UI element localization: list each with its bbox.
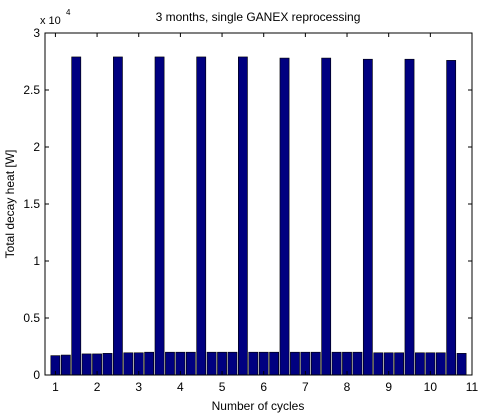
bar-16 bbox=[206, 351, 217, 376]
chart-title: 3 months, single GANEX reprocessing bbox=[156, 10, 361, 24]
bar-18 bbox=[227, 351, 238, 376]
bar-24 bbox=[290, 351, 300, 376]
bar-40 bbox=[456, 353, 467, 376]
bar-32 bbox=[373, 352, 384, 376]
bars-group bbox=[50, 56, 467, 376]
x-tick-label: 2 bbox=[94, 380, 101, 394]
bar-2 bbox=[60, 354, 71, 376]
bar-3 bbox=[71, 56, 82, 376]
x-tick-label: 3 bbox=[135, 380, 142, 394]
y-tick-label: 2 bbox=[33, 140, 40, 154]
bar-35 bbox=[404, 58, 415, 376]
bar-4 bbox=[81, 353, 92, 376]
bar-30 bbox=[352, 351, 363, 376]
y-tick-label: 2.5 bbox=[23, 83, 40, 97]
x-tick-label: 7 bbox=[302, 380, 309, 394]
bar-12 bbox=[165, 351, 175, 376]
bar-20 bbox=[248, 351, 259, 376]
bar-26 bbox=[310, 351, 321, 376]
bar-15 bbox=[196, 56, 207, 376]
bar-34 bbox=[394, 352, 404, 376]
x-tick-label: 1 bbox=[52, 380, 59, 394]
bar-28 bbox=[331, 351, 342, 376]
bar-39 bbox=[446, 60, 457, 376]
x-tick-label: 6 bbox=[260, 380, 267, 394]
bar-11 bbox=[154, 56, 165, 376]
y-axis-label: Total decay heat [W] bbox=[3, 150, 17, 259]
y-exponent-base: x 10 bbox=[40, 15, 61, 27]
x-axis-label: Number of cycles bbox=[212, 399, 305, 413]
x-tick-label: 4 bbox=[177, 380, 184, 394]
bar-27 bbox=[321, 57, 332, 376]
bar-31 bbox=[362, 58, 373, 376]
y-exponent-power: 4 bbox=[66, 8, 71, 17]
x-tick-label: 9 bbox=[385, 380, 392, 394]
x-tick-label: 5 bbox=[219, 380, 226, 394]
bar-38 bbox=[435, 352, 446, 376]
x-tick-label: 8 bbox=[344, 380, 351, 394]
plot-frame bbox=[44, 32, 473, 376]
y-tick-label: 1 bbox=[33, 254, 40, 268]
y-tick-label: 3 bbox=[33, 26, 40, 40]
bar-14 bbox=[185, 351, 196, 376]
y-tick-label: 1.5 bbox=[23, 197, 40, 211]
y-tick-label: 0 bbox=[33, 368, 40, 382]
bar-6 bbox=[102, 353, 113, 376]
bar-22 bbox=[269, 351, 280, 376]
x-tick-label: 10 bbox=[424, 380, 438, 394]
x-tick-label: 11 bbox=[466, 380, 479, 394]
bar-10 bbox=[144, 351, 155, 376]
bar-7 bbox=[113, 56, 123, 376]
bar-23 bbox=[279, 57, 290, 376]
y-tick-label: 0.5 bbox=[23, 311, 40, 325]
bar-8 bbox=[123, 352, 134, 376]
bar-19 bbox=[238, 56, 248, 376]
bar-36 bbox=[415, 352, 425, 376]
